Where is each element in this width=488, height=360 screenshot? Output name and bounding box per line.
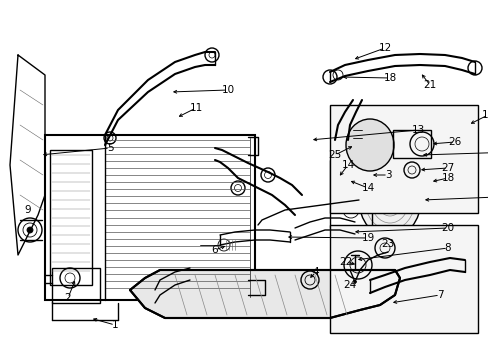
Text: 13: 13	[410, 125, 424, 135]
Text: 10: 10	[221, 85, 234, 95]
Bar	[392, 130, 430, 158]
Bar	[381, 145, 397, 163]
Text: 21: 21	[423, 80, 436, 90]
Text: 26: 26	[447, 137, 461, 147]
Text: 11: 11	[189, 103, 202, 113]
Text: 27: 27	[441, 163, 454, 173]
Text: 18: 18	[441, 173, 454, 183]
Text: 2: 2	[64, 293, 71, 303]
Bar	[329, 160, 371, 228]
Ellipse shape	[346, 119, 393, 171]
Bar	[52, 268, 100, 303]
Text: 24: 24	[343, 280, 356, 290]
Text: 17: 17	[480, 110, 488, 120]
Bar	[329, 225, 477, 333]
Bar	[329, 105, 477, 213]
Polygon shape	[130, 270, 399, 318]
Text: 25: 25	[328, 150, 341, 160]
Bar	[45, 135, 254, 300]
Text: 19: 19	[361, 233, 374, 243]
Text: 14: 14	[361, 183, 374, 193]
Text: 12: 12	[378, 43, 391, 53]
Text: 20: 20	[441, 223, 454, 233]
Text: 9: 9	[24, 205, 31, 215]
Text: 7: 7	[436, 290, 443, 300]
Text: 22: 22	[339, 257, 352, 267]
Text: 1: 1	[111, 320, 118, 330]
Circle shape	[27, 227, 33, 233]
Bar	[50, 150, 92, 285]
Ellipse shape	[358, 162, 420, 238]
Text: 8: 8	[444, 243, 450, 253]
Text: 5: 5	[106, 143, 113, 153]
Text: 18: 18	[383, 73, 396, 83]
Text: 14: 14	[341, 160, 354, 170]
Text: 4: 4	[312, 267, 319, 277]
Text: 23: 23	[381, 239, 394, 249]
Text: 3: 3	[384, 170, 390, 180]
Text: 6: 6	[211, 245, 218, 255]
